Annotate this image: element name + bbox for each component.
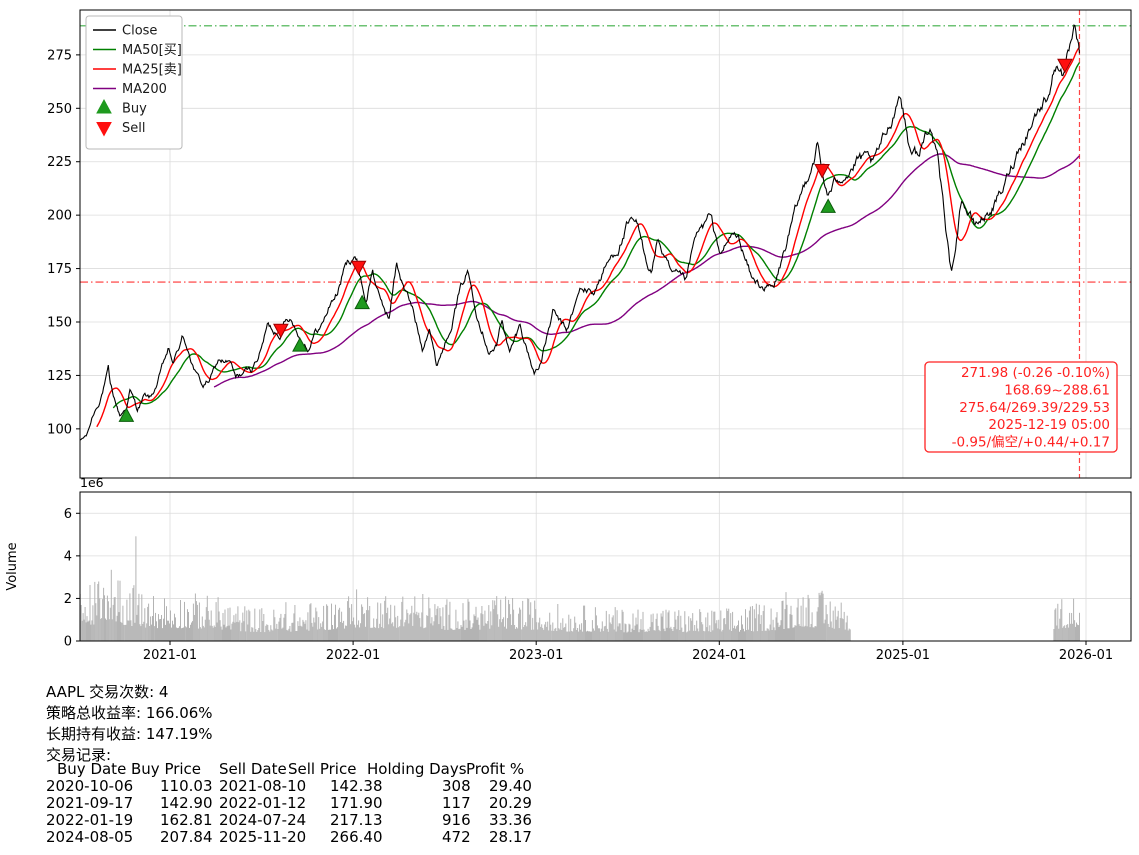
volume-bars [79, 536, 1080, 641]
trade-cell: 217.13 [330, 811, 383, 829]
price-tick-label: 125 [47, 369, 72, 384]
triangle-down-icon [96, 122, 112, 137]
trade-cell: 162.81 [160, 811, 213, 829]
ma-line-ma25 [96, 46, 1081, 428]
trade-cell: 142.90 [160, 794, 213, 812]
trade-cell: 110.03 [160, 777, 213, 795]
buy-marker [118, 407, 135, 422]
trade-cell: 2022-01-19 [46, 811, 134, 829]
annotation-line: 271.98 (-0.26 -0.10%) [961, 365, 1110, 381]
trade-cell: 308 [442, 777, 471, 795]
trade-cell: 28.17 [489, 828, 532, 846]
price-tick-label: 200 [47, 209, 72, 224]
backtest-report: AAPL 交易次数: 4 策略总收益率: 166.06% 长期持有收益: 147… [46, 681, 686, 851]
buy-marker [292, 337, 308, 352]
x-tick-label: 2022-01 [326, 648, 380, 663]
legend-label: Sell [122, 121, 145, 136]
chart-svg: 100 125 150 175 200 225 250 275 0 2 4 6 2021-01 2022-… [5, 9, 1132, 663]
trade-cell: 2020-10-06 [46, 777, 134, 795]
volume-tick-label: 2 [64, 592, 72, 607]
x-tick-label: 2026-01 [1059, 648, 1113, 663]
legend-label: MA200 [122, 82, 167, 97]
trade-cell: 117 [442, 794, 471, 812]
price-tick-label: 150 [47, 316, 72, 331]
volume-tick-label: 0 [64, 635, 72, 650]
annotation-line: -0.95/偏空/+0.44/+0.17 [952, 435, 1110, 451]
col-header-profit-pct: Profit % [466, 760, 525, 778]
col-header-sell-price: Sell Price [288, 760, 357, 778]
trade-cell: 142.38 [330, 777, 383, 795]
col-header-buy-date: Buy Date [57, 760, 127, 778]
volume-scale-label: 1e6 [80, 475, 104, 490]
trade-cell: 29.40 [489, 777, 532, 795]
legend-label: Close [122, 24, 157, 39]
sell-marker [1057, 58, 1073, 74]
volume-axis-label: Volume [5, 542, 20, 590]
trade-row: 2024-08-05 207.84 2025-11-20 266.40 472 28.17 [46, 828, 686, 846]
trade-cell: 33.36 [489, 811, 532, 829]
volume-tick-label: 4 [64, 549, 72, 564]
legend-label: MA25[卖] [122, 63, 182, 78]
x-tick-label: 2024-01 [692, 648, 746, 663]
col-header-holding-days: Holding Days [367, 760, 467, 778]
triangle-up-icon [96, 98, 112, 114]
price-tick-label: 225 [47, 155, 72, 170]
sell-marker [273, 323, 289, 339]
trade-cell: 2024-08-05 [46, 828, 134, 846]
trade-cell: 2021-09-17 [46, 794, 134, 812]
buy-marker [820, 198, 836, 213]
trade-cell: 2025-11-20 [219, 828, 307, 846]
col-header-buy-price: Buy Price [131, 760, 202, 778]
axes: 100 125 150 175 200 225 250 275 0 2 4 6 2021-01 2022-… [5, 9, 1132, 663]
grid-lines [80, 10, 1131, 642]
x-tick-label: 2021-01 [143, 648, 197, 663]
trade-cell: 2022-01-12 [219, 794, 307, 812]
strategy-return-line: 策略总收益率: 166.06% [46, 704, 213, 722]
hold-return-line: 长期持有收益: 147.19% [46, 725, 213, 743]
trade-cell: 171.90 [330, 794, 383, 812]
annotation-line: 2025-12-19 05:00 [988, 417, 1110, 433]
buy-marker [354, 294, 370, 310]
trade-row: 2021-09-17 142.90 2022-01-12 171.90 117 20.29 [46, 794, 686, 812]
trade-row: 2020-10-06 110.03 2021-08-10 142.38 308 29.40 [46, 777, 686, 795]
trade-cell: 266.40 [330, 828, 383, 846]
ma-line-ma50 [112, 62, 1081, 409]
legend-label: MA50[买] [122, 43, 182, 58]
legend: Close MA50[买] MA25[卖] MA200 Buy Sell [85, 15, 183, 150]
annotation-line: 168.69~288.61 [1004, 382, 1110, 398]
price-tick-label: 275 [47, 48, 72, 63]
trade-cell: 207.84 [160, 828, 213, 846]
sell-marker [814, 164, 830, 179]
reference-lines [80, 10, 1131, 478]
trade-cell: 20.29 [489, 794, 532, 812]
price-series [79, 24, 1081, 441]
legend-label: Buy [122, 102, 147, 117]
trade-markers [118, 58, 1073, 422]
price-tick-label: 175 [47, 262, 72, 277]
volume-tick-label: 6 [64, 507, 72, 522]
ma-line-ma200 [213, 153, 1081, 388]
trade-cell: 916 [442, 811, 471, 829]
trade-cell: 2024-07-24 [219, 811, 307, 829]
trade-cell: 2021-08-10 [219, 777, 307, 795]
trade-cell: 472 [442, 828, 471, 846]
close-line [79, 24, 1081, 441]
sell-marker [350, 260, 367, 276]
annotation-line: 275.64/269.39/229.53 [959, 400, 1110, 416]
trade-log-title: 交易记录: [46, 746, 112, 764]
x-tick-label: 2023-01 [509, 648, 563, 663]
col-header-sell-date: Sell Date [219, 760, 287, 778]
trade-count-line: AAPL 交易次数: 4 [46, 683, 169, 701]
quote-annotation: 271.98 (-0.26 -0.10%)168.69~288.61 275.64… [924, 361, 1118, 453]
price-tick-label: 100 [47, 422, 72, 437]
price-tick-label: 250 [47, 102, 72, 117]
trade-row: 2022-01-19 162.81 2024-07-24 217.13 916 33.36 [46, 811, 686, 829]
x-tick-label: 2025-01 [876, 648, 930, 663]
trades-table-header: Buy Date Buy Price Sell Date Sell Price … [46, 760, 686, 778]
